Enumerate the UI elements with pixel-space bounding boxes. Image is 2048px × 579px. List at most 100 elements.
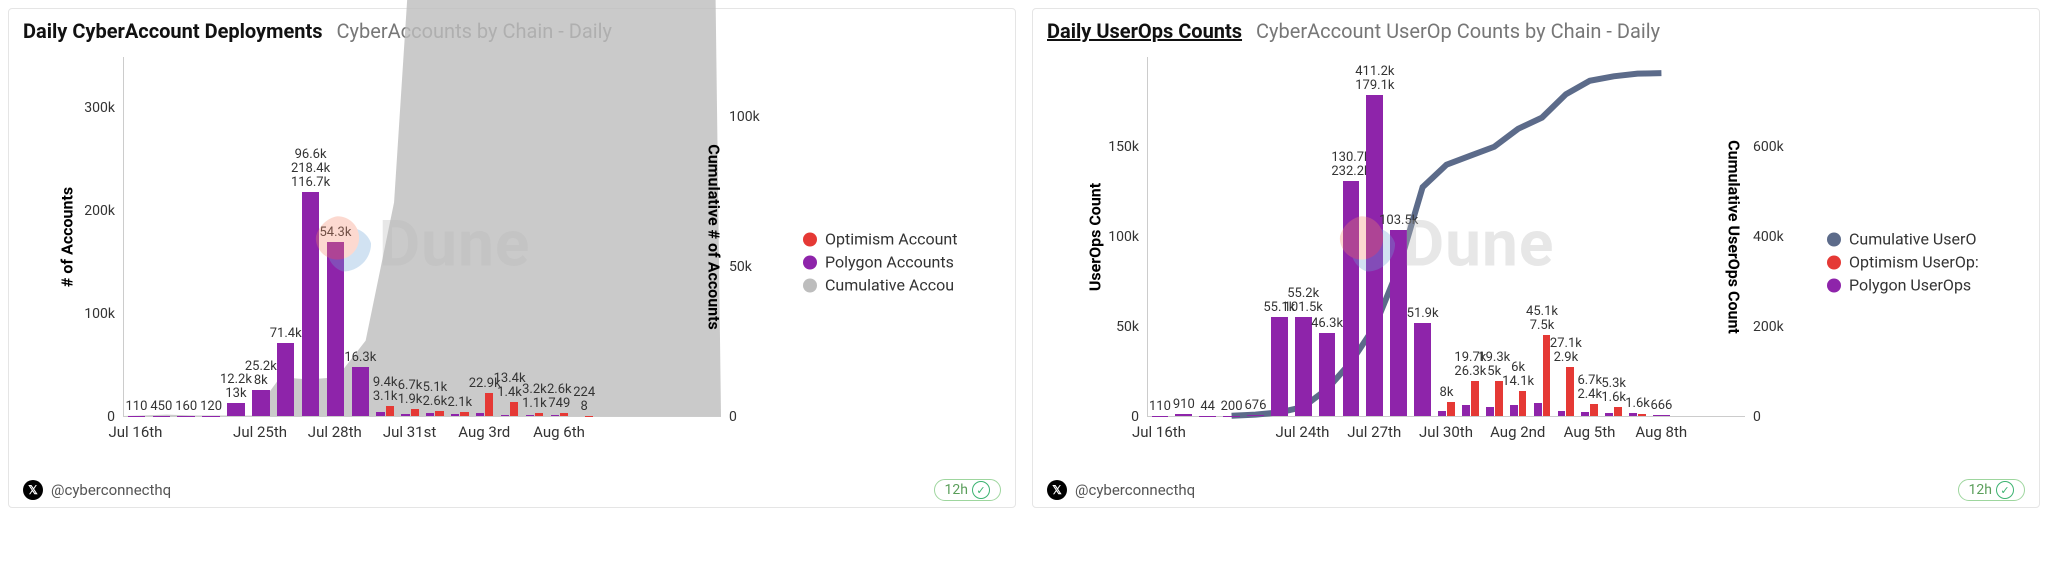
legend-label: Cumulative UserO — [1849, 230, 1976, 249]
bar[interactable] — [451, 414, 459, 416]
x-tick: Jul 28th — [308, 423, 362, 441]
bar-value-label: 5.3k — [1601, 376, 1626, 391]
chart-area[interactable]: 0100k200k300k# of Accounts11045016012013… — [23, 47, 1001, 477]
bar-value-label: 3.1k — [373, 389, 398, 404]
bar[interactable] — [560, 413, 568, 416]
bar[interactable] — [1638, 414, 1646, 416]
chart-area[interactable]: 050k100k150kUserOps Count110910442006765… — [1047, 47, 2025, 477]
x-tick: Aug 5th — [1564, 423, 1616, 441]
bar[interactable] — [1462, 405, 1470, 416]
bar[interactable] — [252, 390, 269, 416]
bar-value-label: 44 — [1200, 399, 1215, 414]
chart-panel-deploys: Daily CyberAccount DeploymentsCyberAccou… — [8, 8, 1016, 508]
bar-value-label: 13k — [225, 386, 246, 401]
bar[interactable] — [327, 242, 344, 416]
bar[interactable] — [1653, 415, 1670, 416]
legend-item[interactable]: Polygon Accounts — [803, 253, 993, 272]
bar[interactable] — [352, 367, 369, 416]
bar[interactable] — [1534, 403, 1542, 416]
freshness-badge[interactable]: 12h✓ — [1958, 479, 2025, 501]
bar[interactable] — [460, 412, 468, 416]
y-left-tick: 150k — [1108, 139, 1139, 155]
bar[interactable] — [1519, 391, 1527, 416]
bar-value-label: 14.1k — [1502, 374, 1534, 389]
bar[interactable] — [277, 343, 294, 416]
bar[interactable] — [501, 415, 509, 416]
legend-item[interactable]: Polygon UserOps — [1827, 276, 2017, 295]
bar[interactable] — [401, 414, 409, 416]
bar[interactable] — [1629, 413, 1637, 416]
bar-value-label: 8 — [581, 399, 588, 414]
freshness-badge[interactable]: 12h✓ — [934, 479, 1001, 501]
bar-value-label: 19.3k — [1478, 350, 1510, 365]
bar[interactable] — [535, 413, 543, 416]
bar[interactable] — [1614, 407, 1622, 417]
bar[interactable] — [551, 415, 559, 416]
bar[interactable] — [426, 413, 434, 416]
legend-item[interactable]: Optimism Account — [803, 230, 993, 249]
bar[interactable] — [510, 402, 518, 416]
bar[interactable] — [1366, 95, 1383, 416]
bar-value-label: 7.5k — [1530, 318, 1555, 333]
bar[interactable] — [485, 393, 493, 416]
y-right-tick: 100k — [729, 109, 760, 125]
y-left-tick: 100k — [84, 306, 115, 322]
bar-value-label: 2.6k — [547, 382, 572, 397]
bar[interactable] — [1581, 412, 1589, 416]
bar-value-label: 200 — [1221, 399, 1243, 414]
bar-value-label: 16.3k — [344, 350, 376, 365]
bar[interactable] — [1558, 411, 1566, 416]
bar-value-label: 130.7k — [1331, 150, 1370, 165]
bar-value-label: 450 — [150, 399, 172, 414]
bar[interactable] — [1414, 323, 1431, 416]
bar[interactable] — [411, 409, 419, 416]
legend-swatch — [803, 255, 817, 269]
bar-value-label: 51.9k — [1407, 306, 1439, 321]
author-handle[interactable]: @cyberconnecthq — [51, 481, 171, 499]
bar[interactable] — [1471, 381, 1479, 416]
y-left-tick: 100k — [1108, 229, 1139, 245]
bar[interactable] — [1343, 181, 1360, 416]
legend-swatch — [1827, 232, 1841, 246]
bar[interactable] — [386, 406, 394, 416]
bar-value-label: 2.4k — [1577, 387, 1602, 402]
bar[interactable] — [1605, 413, 1613, 416]
bar[interactable] — [1590, 404, 1598, 416]
bar-value-label: 160 — [175, 399, 197, 414]
bar[interactable] — [1486, 407, 1494, 416]
x-twitter-icon[interactable]: 𝕏 — [1047, 480, 1067, 500]
legend-item[interactable]: Optimism UserOp: — [1827, 253, 2017, 272]
bar[interactable] — [476, 413, 484, 416]
bar[interactable] — [1566, 367, 1574, 416]
bar[interactable] — [1247, 415, 1264, 416]
legend-swatch — [1827, 255, 1841, 269]
bar[interactable] — [1295, 317, 1312, 416]
bar[interactable] — [435, 411, 443, 416]
bar-value-label: 1.6k — [1601, 390, 1626, 405]
bar-value-label: 96.6k — [295, 147, 327, 162]
bar[interactable] — [1319, 333, 1336, 416]
bar[interactable] — [227, 403, 244, 416]
bar[interactable] — [1510, 405, 1518, 416]
bar[interactable] — [302, 192, 319, 416]
legend-item[interactable]: Cumulative UserO — [1827, 230, 2017, 249]
bar[interactable] — [526, 415, 534, 416]
bar-value-label: 46.3k — [1311, 316, 1343, 331]
panel-title[interactable]: Daily UserOps Counts — [1047, 19, 1242, 43]
bar[interactable] — [376, 412, 384, 416]
bar[interactable] — [1390, 230, 1407, 416]
legend-item[interactable]: Cumulative Accou — [803, 276, 993, 295]
author-handle[interactable]: @cyberconnecthq — [1075, 481, 1195, 499]
x-tick: Jul 25th — [233, 423, 287, 441]
bar[interactable] — [1175, 414, 1192, 416]
x-twitter-icon[interactable]: 𝕏 — [23, 480, 43, 500]
y-right-tick: 400k — [1753, 229, 1784, 245]
bar[interactable] — [1447, 402, 1455, 416]
legend-swatch — [803, 232, 817, 246]
bar-value-label: 116.7k — [291, 175, 330, 190]
bar-value-label: 101.5k — [1284, 300, 1323, 315]
bar[interactable] — [1271, 317, 1288, 416]
x-tick: Jul 27th — [1347, 423, 1401, 441]
bar-value-label: 910 — [1173, 397, 1195, 412]
bar[interactable] — [1438, 411, 1446, 416]
